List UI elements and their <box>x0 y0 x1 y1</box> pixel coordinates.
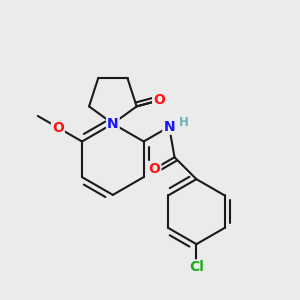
Text: H: H <box>179 116 189 129</box>
Text: Cl: Cl <box>189 260 204 274</box>
Text: O: O <box>52 121 64 135</box>
Text: N: N <box>107 117 119 131</box>
Text: O: O <box>153 93 165 107</box>
Text: N: N <box>163 120 175 134</box>
Text: O: O <box>148 162 160 176</box>
